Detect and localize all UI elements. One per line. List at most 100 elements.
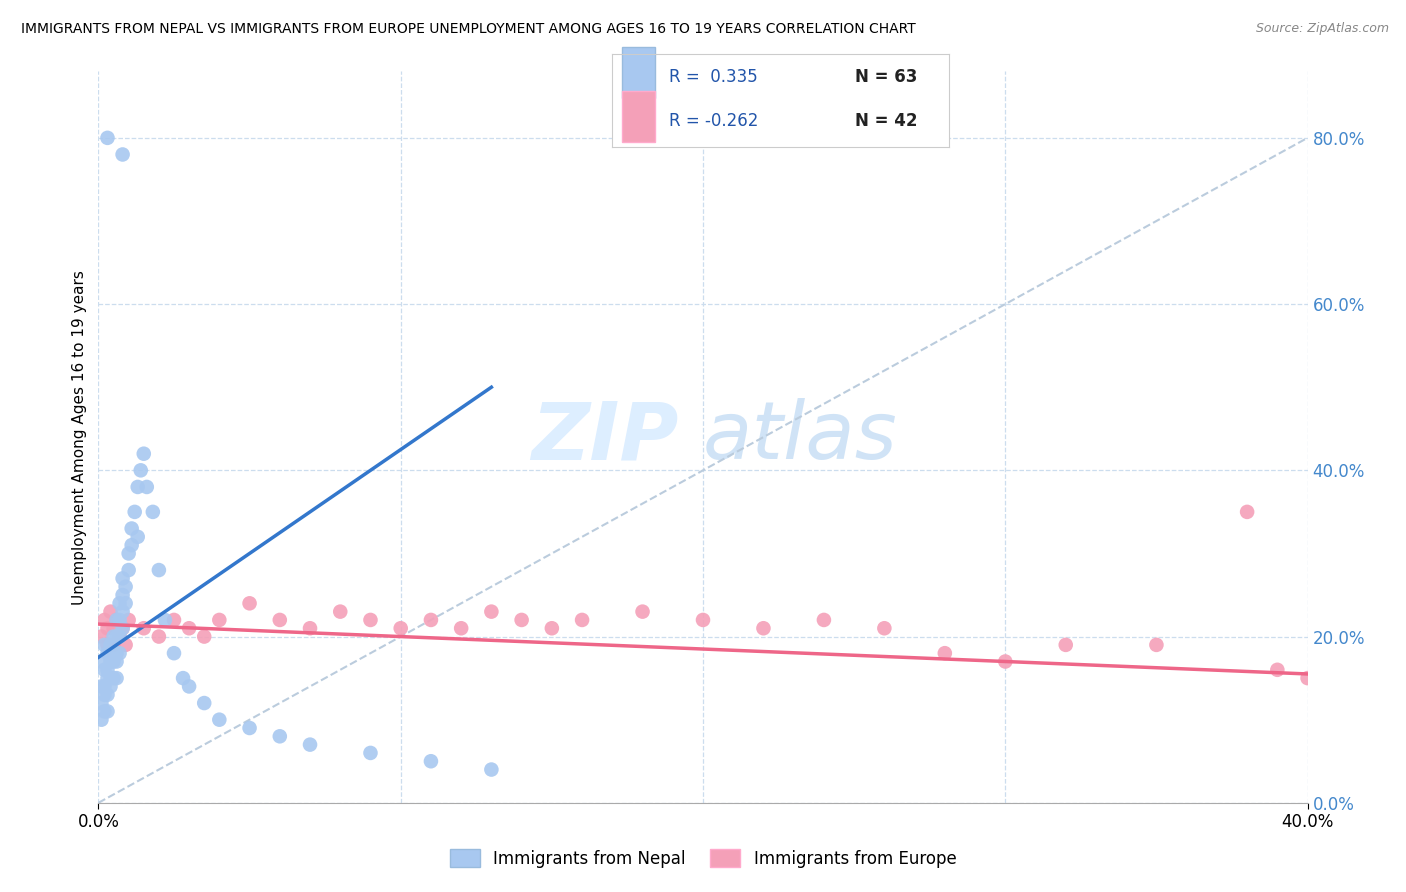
Point (239, 721, 262, 735)
Point (1054, 638, 1077, 652)
Text: N = 42: N = 42 (855, 112, 917, 130)
Point (450, 621, 472, 635)
Point (1267, 663, 1289, 677)
Point (389, 621, 412, 635)
Point (90, 630, 112, 644)
Point (96, 671, 118, 685)
Point (481, 605, 503, 619)
Point (100, 680, 122, 694)
Point (127, 480, 149, 494)
Point (873, 621, 896, 635)
Point (934, 646, 956, 660)
Point (163, 613, 186, 627)
Point (114, 596, 136, 610)
Point (111, 147, 134, 161)
Point (100, 655, 122, 669)
Point (994, 655, 1017, 669)
Point (108, 596, 131, 610)
Point (100, 638, 122, 652)
Point (90, 696, 112, 710)
Point (108, 630, 131, 644)
Point (132, 447, 155, 461)
Point (142, 505, 165, 519)
Point (90, 655, 112, 669)
Point (1296, 671, 1319, 685)
Point (96, 688, 118, 702)
Point (96, 705, 118, 719)
Point (193, 696, 215, 710)
Point (163, 646, 186, 660)
Point (299, 621, 322, 635)
Point (269, 729, 291, 743)
Point (269, 613, 291, 627)
Point (103, 655, 125, 669)
Point (100, 605, 122, 619)
Point (179, 680, 201, 694)
Text: N = 63: N = 63 (855, 68, 917, 86)
Point (208, 713, 231, 727)
Point (96, 646, 118, 660)
Point (103, 671, 125, 685)
FancyBboxPatch shape (621, 91, 655, 143)
Point (153, 613, 176, 627)
Point (111, 621, 134, 635)
Point (108, 630, 131, 644)
Point (96, 663, 118, 677)
Point (108, 613, 131, 627)
Point (121, 538, 143, 552)
Point (1144, 638, 1167, 652)
Point (108, 646, 131, 660)
Point (93, 663, 115, 677)
Point (114, 580, 136, 594)
Point (692, 613, 714, 627)
Point (103, 638, 125, 652)
Point (299, 738, 322, 752)
Point (124, 505, 146, 519)
Point (127, 530, 149, 544)
Point (135, 480, 157, 494)
Point (103, 646, 125, 660)
Point (540, 621, 562, 635)
Point (93, 688, 115, 702)
Point (121, 521, 143, 535)
Point (360, 613, 382, 627)
Point (111, 588, 134, 602)
Point (103, 621, 125, 635)
Point (105, 671, 128, 685)
Point (105, 613, 128, 627)
Point (100, 671, 122, 685)
Point (96, 131, 118, 145)
Point (90, 713, 112, 727)
Point (105, 630, 128, 644)
Point (93, 638, 115, 652)
Point (420, 754, 443, 768)
Point (111, 571, 134, 585)
Point (631, 605, 654, 619)
Point (752, 621, 775, 635)
Point (118, 546, 141, 560)
Point (96, 621, 118, 635)
Point (148, 630, 170, 644)
Text: atlas: atlas (703, 398, 898, 476)
Point (132, 621, 155, 635)
Point (420, 613, 443, 627)
Point (105, 655, 128, 669)
Point (360, 746, 382, 760)
Point (481, 763, 503, 777)
Point (172, 671, 194, 685)
Text: IMMIGRANTS FROM NEPAL VS IMMIGRANTS FROM EUROPE UNEMPLOYMENT AMONG AGES 16 TO 19: IMMIGRANTS FROM NEPAL VS IMMIGRANTS FROM… (21, 22, 915, 37)
Point (813, 613, 835, 627)
Point (239, 596, 262, 610)
Point (571, 613, 593, 627)
Y-axis label: Unemployment Among Ages 16 to 19 years: Unemployment Among Ages 16 to 19 years (72, 269, 87, 605)
Point (208, 613, 231, 627)
Point (1236, 505, 1258, 519)
FancyBboxPatch shape (621, 47, 655, 98)
Point (103, 630, 125, 644)
Point (148, 563, 170, 577)
Text: ZIP: ZIP (531, 398, 679, 476)
Point (179, 621, 201, 635)
Text: R =  0.335: R = 0.335 (669, 68, 758, 86)
Point (111, 605, 134, 619)
Point (105, 613, 128, 627)
